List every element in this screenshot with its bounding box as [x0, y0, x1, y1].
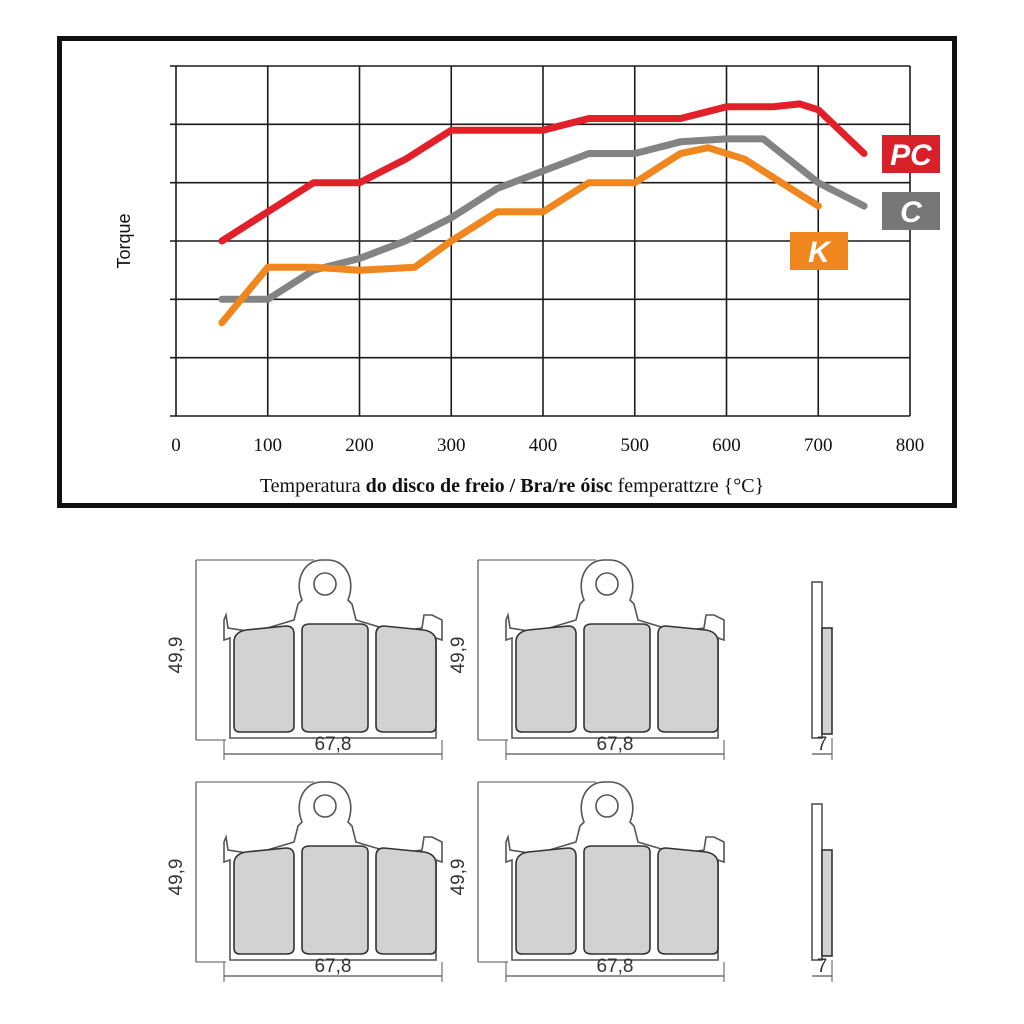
- x-tick-label: 500: [621, 435, 650, 456]
- series-layer: [218, 100, 868, 327]
- friction-block-right: [375, 847, 437, 955]
- series-label-k: K: [790, 232, 848, 270]
- series-labels: PC C K: [790, 135, 940, 270]
- friction-block-right: [657, 847, 719, 955]
- series-label-box: [882, 192, 940, 230]
- chart-frame: PC C K 0 100 200 300 400 500 600 700 800 Torque Te…: [57, 36, 957, 508]
- mounting-hole: [313, 794, 337, 818]
- series-label-text: K: [808, 236, 832, 269]
- friction-block-left: [515, 847, 577, 955]
- friction-block-center: [301, 623, 369, 733]
- thickness-label: 7: [817, 956, 828, 977]
- side-friction-block: [821, 627, 833, 735]
- friction-block-left: [515, 625, 577, 733]
- height-label: 49,9: [166, 859, 187, 896]
- series-label-text: C: [900, 196, 923, 229]
- mounting-hole: [595, 794, 619, 818]
- pad-side-view: 7: [811, 581, 833, 760]
- side-backing-plate: [811, 581, 823, 739]
- x-axis-label: Temperatura do disco de freio / Bra/re ó…: [260, 475, 764, 497]
- width-label: 67,8: [315, 956, 352, 977]
- mounting-hole: [313, 572, 337, 596]
- x-tick-label: 700: [804, 435, 833, 456]
- height-label: 49,9: [166, 637, 187, 674]
- x-tick-label: 800: [896, 435, 925, 456]
- x-tick-labels: 0 100 200 300 400 500 600 700 800: [171, 435, 924, 456]
- x-tick-label: 0: [171, 435, 181, 456]
- x-tick-label: 600: [712, 435, 741, 456]
- x-tick-label: 400: [529, 435, 558, 456]
- x-tick-label: 300: [437, 435, 466, 456]
- pad-front-view: 49,9 67,8: [166, 781, 443, 982]
- width-label: 67,8: [315, 734, 352, 755]
- x-tick-label: 200: [345, 435, 374, 456]
- friction-block-center: [583, 845, 651, 955]
- friction-block-center: [583, 623, 651, 733]
- height-label: 49,9: [448, 859, 469, 896]
- pad-front-view: 49,9 67,8: [448, 559, 725, 760]
- series-line-pc: [218, 100, 868, 245]
- x-tick-label: 100: [254, 435, 283, 456]
- brake-pad-drawings: 49,9 67,8 49,9 67,8 7 49,9 67,8 49,9 67,8 7: [166, 559, 833, 982]
- series-label-text: PC: [890, 139, 933, 172]
- series-label-c: C: [882, 192, 940, 230]
- friction-block-left: [233, 847, 295, 955]
- series-label-box: [790, 232, 848, 270]
- width-label: 67,8: [597, 734, 634, 755]
- pad-front-view: 49,9 67,8: [166, 559, 443, 760]
- mounting-hole: [595, 572, 619, 596]
- friction-block-left: [233, 625, 295, 733]
- side-friction-block: [821, 849, 833, 957]
- friction-block-center: [301, 845, 369, 955]
- pad-side-view: 7: [811, 803, 833, 982]
- pad-front-view: 49,9 67,8: [448, 781, 725, 982]
- y-axis-label: Torque: [114, 213, 134, 268]
- side-backing-plate: [811, 803, 823, 961]
- width-label: 67,8: [597, 956, 634, 977]
- series-line-k: [218, 144, 822, 327]
- height-label: 49,9: [448, 637, 469, 674]
- thickness-label: 7: [817, 734, 828, 755]
- friction-block-right: [657, 625, 719, 733]
- series-label-pc: PC: [882, 135, 940, 173]
- friction-block-right: [375, 625, 437, 733]
- torque-chart: PC C K 0 100 200 300 400 500 600 700 800 Torque Te…: [114, 65, 940, 497]
- series-label-box: [882, 135, 940, 173]
